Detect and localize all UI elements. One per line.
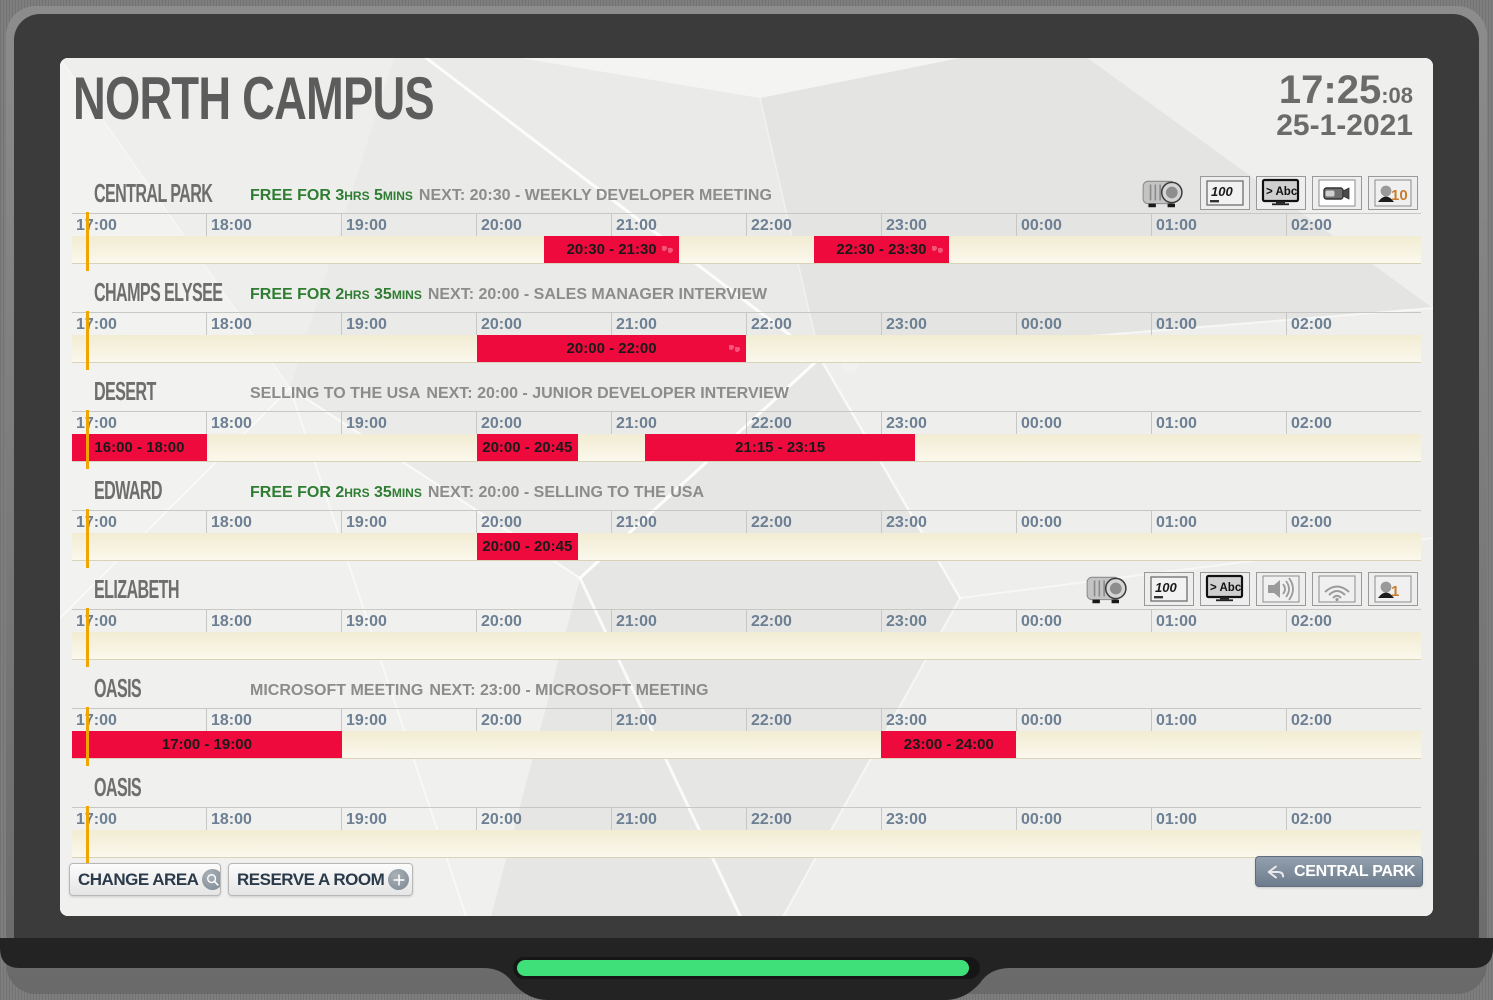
svg-text:> Abc: > Abc: [1266, 186, 1298, 198]
svg-text:100: 100: [1211, 184, 1233, 199]
svg-text:100: 100: [1155, 580, 1177, 595]
svg-text:> Abc: > Abc: [1210, 582, 1242, 594]
svg-text:1: 1: [1391, 583, 1399, 600]
svg-text:10: 10: [1391, 187, 1408, 204]
